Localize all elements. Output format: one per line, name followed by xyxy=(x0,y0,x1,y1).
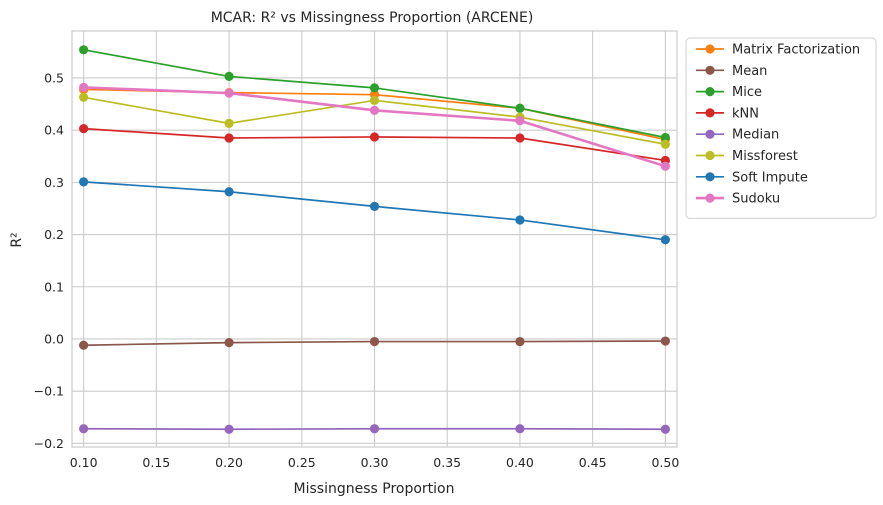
data-point xyxy=(660,161,670,171)
data-point xyxy=(369,201,380,211)
legend-label: Missforest xyxy=(732,149,798,164)
x-tick-label: 0.25 xyxy=(288,455,316,470)
series-sudoku xyxy=(79,82,670,171)
legend-marker xyxy=(705,193,715,203)
data-point xyxy=(79,424,89,434)
data-point xyxy=(79,82,89,92)
data-point xyxy=(224,118,234,128)
data-point xyxy=(515,133,525,143)
data-point xyxy=(79,92,89,102)
data-point xyxy=(224,338,234,348)
data-point xyxy=(660,235,670,245)
data-point xyxy=(660,424,670,434)
legend-marker xyxy=(705,172,715,182)
legend-marker xyxy=(705,129,715,139)
legend-item: Missforest xyxy=(696,149,798,164)
x-tick-label: 0.40 xyxy=(506,455,534,470)
data-point xyxy=(79,177,89,187)
x-tick-label: 0.20 xyxy=(215,455,243,470)
legend-marker xyxy=(705,65,715,75)
legend-label: Median xyxy=(732,128,779,143)
data-point xyxy=(660,336,670,346)
legend-label: Mean xyxy=(732,64,767,79)
x-tick-label: 0.35 xyxy=(433,455,461,470)
legend-item: Matrix Factorization xyxy=(696,43,860,58)
legend-label: kNN xyxy=(732,106,759,121)
data-point xyxy=(660,132,670,143)
legend-item: kNN xyxy=(696,106,759,121)
data-point xyxy=(515,336,525,347)
data-point xyxy=(369,336,380,347)
legend-item: Soft Impute xyxy=(696,170,808,185)
legend-box xyxy=(685,37,877,219)
y-tick-label: 0.1 xyxy=(44,279,64,294)
data-point xyxy=(369,95,380,106)
data-point xyxy=(224,187,234,197)
x-tick-label: 0.30 xyxy=(361,455,389,470)
x-tick-label: 0.50 xyxy=(651,455,679,470)
y-tick-label: 0.4 xyxy=(44,123,64,138)
data-point xyxy=(515,116,525,126)
data-point xyxy=(224,71,234,82)
data-point xyxy=(79,45,89,55)
legend-marker xyxy=(705,87,715,97)
data-point xyxy=(369,105,380,115)
chart-title: MCAR: R² vs Missingness Proportion (ARCE… xyxy=(211,10,534,26)
y-tick-label: 0.5 xyxy=(44,70,64,85)
legend: Matrix Factorization Mean Mice kNN Median Mis… xyxy=(685,37,877,219)
series-median xyxy=(79,424,670,434)
y-tick-label: −0.1 xyxy=(34,384,64,399)
data-point xyxy=(660,139,670,149)
series-mice xyxy=(79,45,670,143)
data-point xyxy=(79,340,89,350)
series-missforest xyxy=(79,92,670,149)
legend-item: Median xyxy=(696,128,779,143)
data-point xyxy=(224,133,234,143)
y-tick-label: 0.0 xyxy=(44,331,64,346)
series-mean xyxy=(79,336,670,350)
data-point xyxy=(515,424,525,434)
plot-frame xyxy=(71,30,678,448)
x-axis-label: Missingness Proportion xyxy=(294,481,455,497)
legend-marker xyxy=(705,44,715,54)
data-point xyxy=(79,124,89,134)
data-point xyxy=(224,88,234,98)
legend-label: Soft Impute xyxy=(732,170,808,185)
x-tick-label: 0.15 xyxy=(142,455,170,470)
plot-area: 0.10 0.15 0.20 0.25 0.30 0.35 0.40 0.45 0.50 −0.2… xyxy=(34,30,679,470)
y-axis-label: R² xyxy=(9,232,25,247)
legend-item: Sudoku xyxy=(696,192,780,207)
legend-label: Sudoku xyxy=(732,192,780,207)
data-point xyxy=(369,424,380,434)
series-soft-impute xyxy=(79,177,670,245)
data-point xyxy=(515,103,525,113)
x-tick-label: 0.45 xyxy=(579,455,607,470)
y-tick-label: 0.3 xyxy=(44,175,64,190)
legend-label: Mice xyxy=(732,85,762,100)
x-tick-label: 0.10 xyxy=(70,455,98,470)
data-point xyxy=(515,215,525,225)
y-tick-label: −0.2 xyxy=(34,436,64,451)
legend-label: Matrix Factorization xyxy=(732,43,860,58)
series-knn xyxy=(79,124,670,166)
legend-marker xyxy=(705,150,715,161)
data-point xyxy=(369,132,380,142)
legend-marker xyxy=(705,108,715,118)
y-tick-label: 0.2 xyxy=(44,227,64,242)
legend-item: Mice xyxy=(696,85,762,100)
data-point xyxy=(369,83,380,93)
legend-item: Mean xyxy=(696,64,767,79)
data-point xyxy=(224,424,234,434)
